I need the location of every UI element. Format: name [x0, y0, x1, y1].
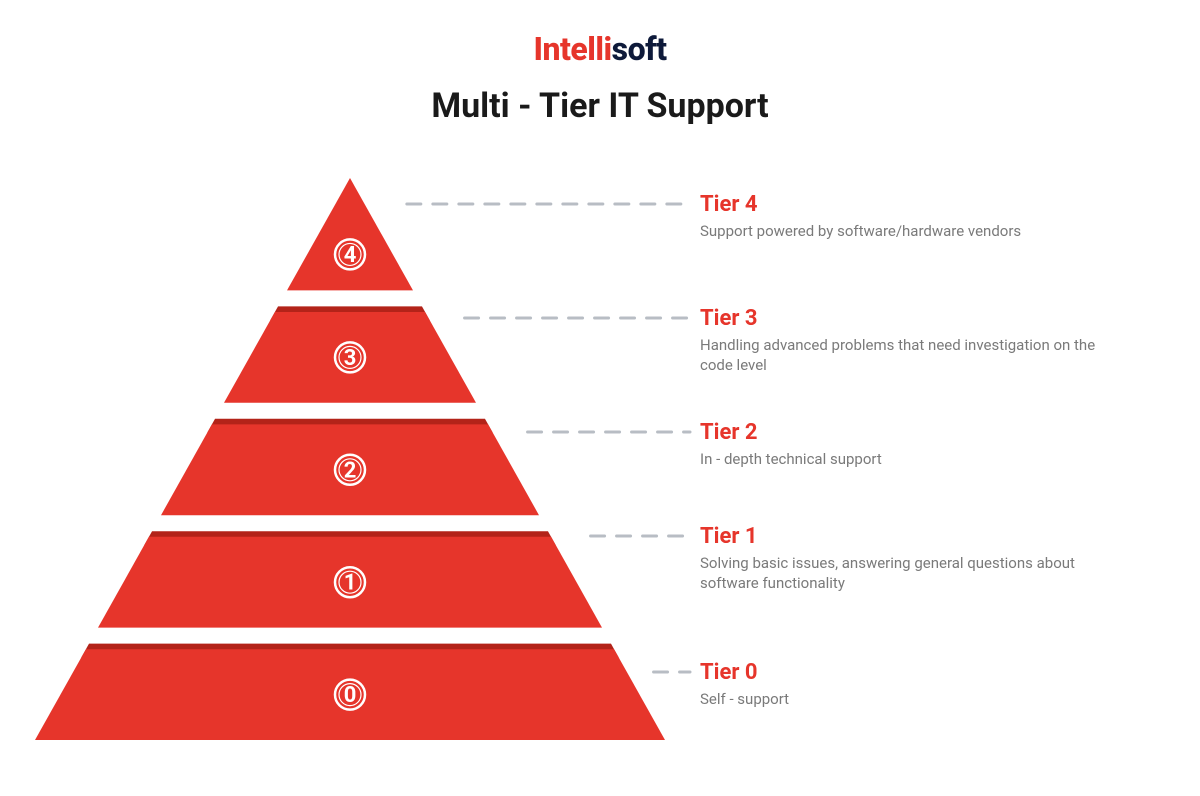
tier-desc: In - depth technical support [700, 449, 1100, 469]
tier-label: Tier 3 Handling advanced problems that ne… [700, 306, 1100, 376]
tier-name: Tier 3 [700, 306, 1100, 331]
tier-badge-number: 4 [344, 243, 357, 268]
tier-label: Tier 0 Self - support [700, 660, 1100, 709]
tier-face [287, 178, 413, 290]
tier-name: Tier 0 [700, 660, 1100, 685]
tier-name: Tier 4 [700, 192, 1100, 217]
tier-label: Tier 1 Solving basic issues, answering ge… [700, 524, 1100, 594]
tier-desc: Support powered by software/hardware ven… [700, 221, 1100, 241]
tier-badge-number: 1 [344, 571, 357, 596]
tier-desc: Handling advanced problems that need inv… [700, 335, 1100, 376]
tier-badge-number: 3 [344, 346, 357, 371]
tier-badge-number: 2 [344, 458, 357, 483]
tier-label: Tier 2 In - depth technical support [700, 420, 1100, 469]
tier-name: Tier 1 [700, 524, 1100, 549]
tier-desc: Solving basic issues, answering general … [700, 553, 1100, 594]
tier-badge-number: 0 [344, 683, 357, 708]
tier-desc: Self - support [700, 689, 1100, 709]
tier-name: Tier 2 [700, 420, 1100, 445]
tier-label: Tier 4 Support powered by software/hardwa… [700, 192, 1100, 241]
